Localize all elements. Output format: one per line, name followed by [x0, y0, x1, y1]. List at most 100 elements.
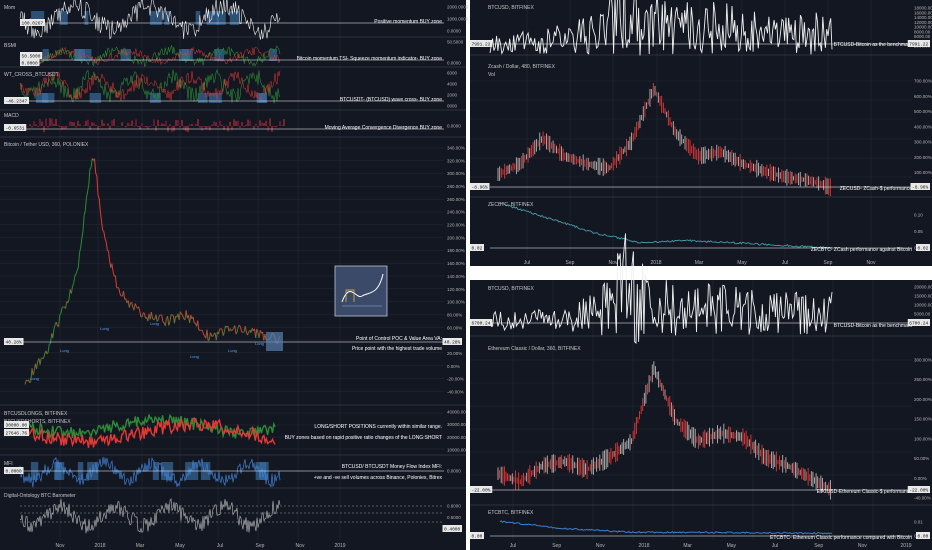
price-badge [20, 52, 43, 59]
rt-zecbtc-title: ZECBTC, BITFINEX [488, 202, 534, 208]
price-segment [167, 316, 170, 326]
price-segment [152, 318, 155, 321]
buy-zone [149, 93, 161, 103]
barometer-tick: 0.5000 [447, 515, 461, 520]
price-badge [4, 124, 27, 131]
price-segment [85, 191, 89, 198]
wt-tick: 2000 [447, 93, 458, 98]
ls-tick: 10000.00 [447, 448, 466, 453]
rt-zec-subtitle: Vol [488, 72, 495, 78]
price-segment [247, 331, 250, 336]
wt-tick: 4000 [447, 82, 458, 87]
price-segment [143, 313, 146, 319]
price-badge-label: -0.6531 [6, 126, 25, 132]
main-tick: 280.00% [447, 184, 465, 189]
price-segment [111, 263, 114, 272]
price-segment [131, 302, 134, 308]
price-segment [72, 282, 75, 287]
price-badge-label: 0.02 [472, 246, 483, 252]
rt-btc-tick: 8000.00 [914, 29, 931, 34]
price-segment [39, 358, 42, 365]
left-x-tick: Nov [56, 543, 65, 549]
main-tick: 240.00% [447, 210, 465, 215]
price-segment [60, 307, 63, 314]
price-segment [207, 339, 210, 342]
price-segment [67, 299, 70, 303]
rb-x-tick: Jul [772, 543, 778, 549]
price-segment [234, 325, 237, 335]
price-segment [112, 271, 115, 277]
buy-zone [197, 93, 208, 103]
rt-zec-tick: 500.00% [914, 109, 932, 114]
buy-zone [74, 49, 82, 61]
ls-tick: 40000.00 [447, 410, 466, 415]
price-segment [61, 306, 64, 308]
buy-zone [209, 93, 222, 103]
rb-btc-tick: 5000.00 [914, 312, 931, 317]
price-badge-label: 0.0000 [22, 61, 39, 67]
main-tick: 20.00% [447, 351, 462, 356]
price-segment [238, 324, 242, 328]
price-segment [235, 331, 238, 335]
left-x-tick: Mar [136, 543, 145, 549]
price-badge [907, 319, 930, 326]
longshort-note: LONG/SHORT POSITIONS currently within si… [314, 424, 442, 430]
long-marker: Long [190, 354, 199, 359]
price-badge-label: 0.02 [918, 246, 929, 252]
buy-zone [258, 93, 267, 103]
rt-x-tick: Nov [609, 260, 618, 266]
price-segment [101, 221, 104, 231]
price-segment [87, 184, 90, 192]
price-segment [212, 333, 215, 337]
price-segment [123, 291, 126, 300]
price-badge [916, 244, 930, 251]
price-segment [94, 158, 97, 174]
mom-pane-title: Mom [4, 5, 15, 11]
rb-x-tick: Jul [510, 543, 516, 549]
wt-line [19, 69, 281, 104]
price-segment [139, 311, 142, 317]
price-segment [77, 253, 80, 268]
mom-tick: 1000.0000 [447, 17, 469, 22]
volume-profile-inset [334, 265, 388, 317]
price-segment [114, 275, 118, 288]
price-badge [442, 338, 462, 345]
price-badge-label: 40.28% [444, 340, 461, 346]
macd-pane-title: MACD [4, 113, 19, 119]
rt-zecbtc-line [499, 202, 833, 250]
bsmi-signal-line [19, 46, 281, 66]
long-marker: Long [255, 341, 264, 346]
price-segment [89, 167, 92, 170]
rt-zec-tick: 600.00% [914, 94, 932, 99]
ls-tick: 20000.00 [447, 435, 466, 440]
price-segment [102, 230, 105, 232]
rt-x-tick: May [737, 260, 747, 266]
wt-tick: 0000 [447, 104, 458, 109]
wt-pane-title: WT_CROSS_BTCUSDT [4, 72, 59, 78]
price-segment [65, 301, 68, 309]
rb-x-tick: Nov [596, 543, 605, 549]
price-segment [171, 314, 174, 317]
rb-etcbtc-note: ETCBTC- Ethereum Classic performance com… [770, 535, 912, 541]
price-segment [108, 251, 111, 261]
buy-zone [195, 11, 201, 25]
price-segment [55, 321, 58, 327]
left-x-tick: May [175, 543, 185, 549]
price-segment [29, 381, 32, 384]
price-segment [52, 328, 55, 339]
rb-etc-tick: 250.00% [914, 377, 932, 382]
price-badge [470, 244, 484, 251]
buy-zone [164, 11, 170, 25]
rt-btc-tick: 12000.00 [914, 20, 932, 25]
main-tick: -40.00% [447, 390, 464, 395]
buy-zone [42, 49, 49, 61]
price-segment [106, 249, 109, 252]
price-segment [210, 332, 213, 337]
price-badge-label: 0.00 [918, 534, 929, 540]
buy-zone [178, 49, 184, 61]
main-tick: 320.00% [447, 158, 465, 163]
price-segment [223, 325, 226, 332]
price-segment [222, 331, 225, 336]
price-segment [117, 287, 120, 289]
main-tick: 60.00% [447, 325, 462, 330]
